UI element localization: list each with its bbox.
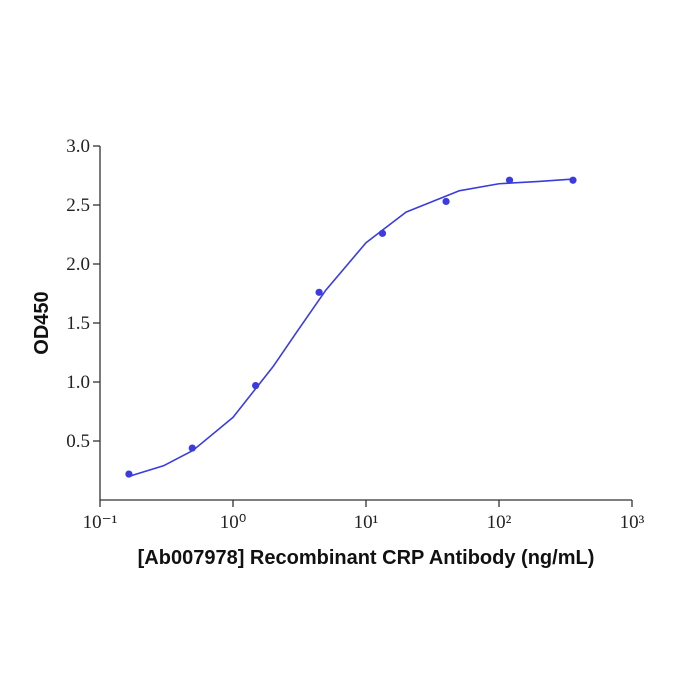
data-point [252, 381, 260, 390]
x-tick-label: 10² [487, 512, 512, 533]
y-tick-label: 1.0 [66, 372, 90, 393]
x-tick-label: 10⁰ [220, 512, 247, 533]
y-tick-label: 0.5 [66, 431, 90, 452]
y-tick-label: 3.0 [66, 136, 90, 157]
x-tick-label: 10⁻¹ [83, 512, 118, 533]
data-point [505, 176, 514, 184]
y-tick-label: 2.0 [66, 254, 90, 275]
data-point [442, 197, 450, 206]
fit-curve [128, 178, 574, 478]
data-point [125, 470, 133, 478]
x-axis-title: [Ab007978] Recombinant CRP Antibody (ng/… [138, 547, 595, 569]
x-tick-label: 10¹ [354, 512, 379, 533]
y-tick-label: 2.5 [66, 195, 90, 216]
data-point [569, 176, 577, 184]
data-point [315, 288, 323, 296]
y-tick-label: 1.5 [66, 313, 90, 334]
y-axis-title: OD450 [31, 291, 53, 354]
data-point [188, 444, 196, 452]
data-point [378, 229, 387, 237]
x-tick-label: 10³ [620, 512, 645, 533]
